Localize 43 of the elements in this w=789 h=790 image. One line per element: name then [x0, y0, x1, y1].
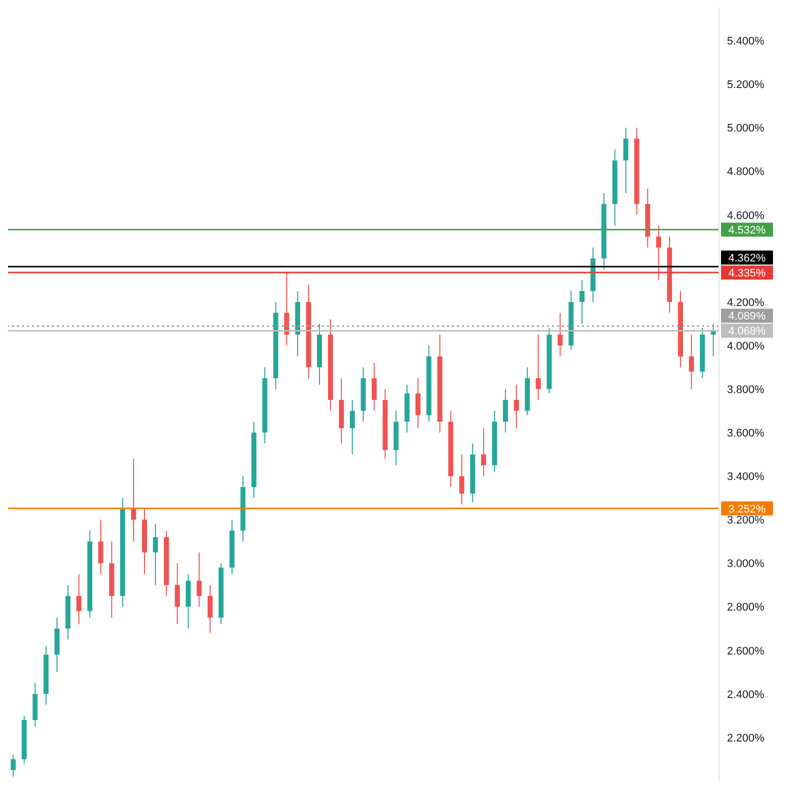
y-tick-label: 2.400% [727, 688, 765, 701]
candlestick [196, 552, 202, 608]
candlestick [481, 428, 486, 477]
ref-line-label: 4.335% [728, 268, 766, 280]
candlestick [656, 225, 662, 281]
candlestick [415, 378, 420, 429]
candlestick [688, 334, 694, 390]
y-tick-label: 4.200% [727, 296, 765, 309]
candlestick [208, 584, 213, 634]
y-tick-label: 4.600% [727, 210, 765, 222]
y-tick-label: 3.800% [727, 384, 765, 396]
y-tick-label: 5.000% [727, 122, 765, 135]
candlestick [459, 454, 464, 505]
candlestick [623, 127, 628, 194]
candlestick [558, 312, 563, 357]
candlestick [174, 562, 180, 625]
y-tick-label: 2.600% [727, 645, 765, 658]
y-tick-label: 5.400% [727, 36, 765, 48]
ref-line-label: 3.252% [728, 503, 766, 516]
ref-line-label: 4.532% [728, 224, 766, 237]
candlestick [536, 334, 541, 400]
y-tick-label: 5.200% [727, 79, 765, 92]
candlestick [372, 362, 377, 412]
candlestick [350, 399, 355, 455]
y-tick-label: 2.200% [727, 732, 765, 744]
y-tick-label: 4.800% [727, 166, 765, 178]
candlestick [502, 388, 508, 434]
y-tick-label: 3.000% [727, 558, 765, 570]
y-tick-label: 3.600% [727, 428, 765, 440]
y-tick-label: 2.800% [727, 602, 765, 614]
y-tick-label: 4.000% [727, 340, 765, 352]
candlestick [98, 519, 104, 575]
candlestick [580, 280, 585, 324]
candlestick [10, 754, 16, 778]
ref-line-label: 4.068% [728, 326, 766, 338]
ref-line-label: 4.362% [728, 252, 766, 265]
candlestick [76, 574, 82, 625]
candlestick [514, 384, 519, 429]
candlestick [152, 524, 158, 586]
ref-line-label: 4.089% [728, 310, 766, 323]
y-tick-label: 3.400% [727, 471, 765, 484]
y-tick-label: 3.200% [727, 514, 765, 527]
candlestick [131, 458, 136, 542]
